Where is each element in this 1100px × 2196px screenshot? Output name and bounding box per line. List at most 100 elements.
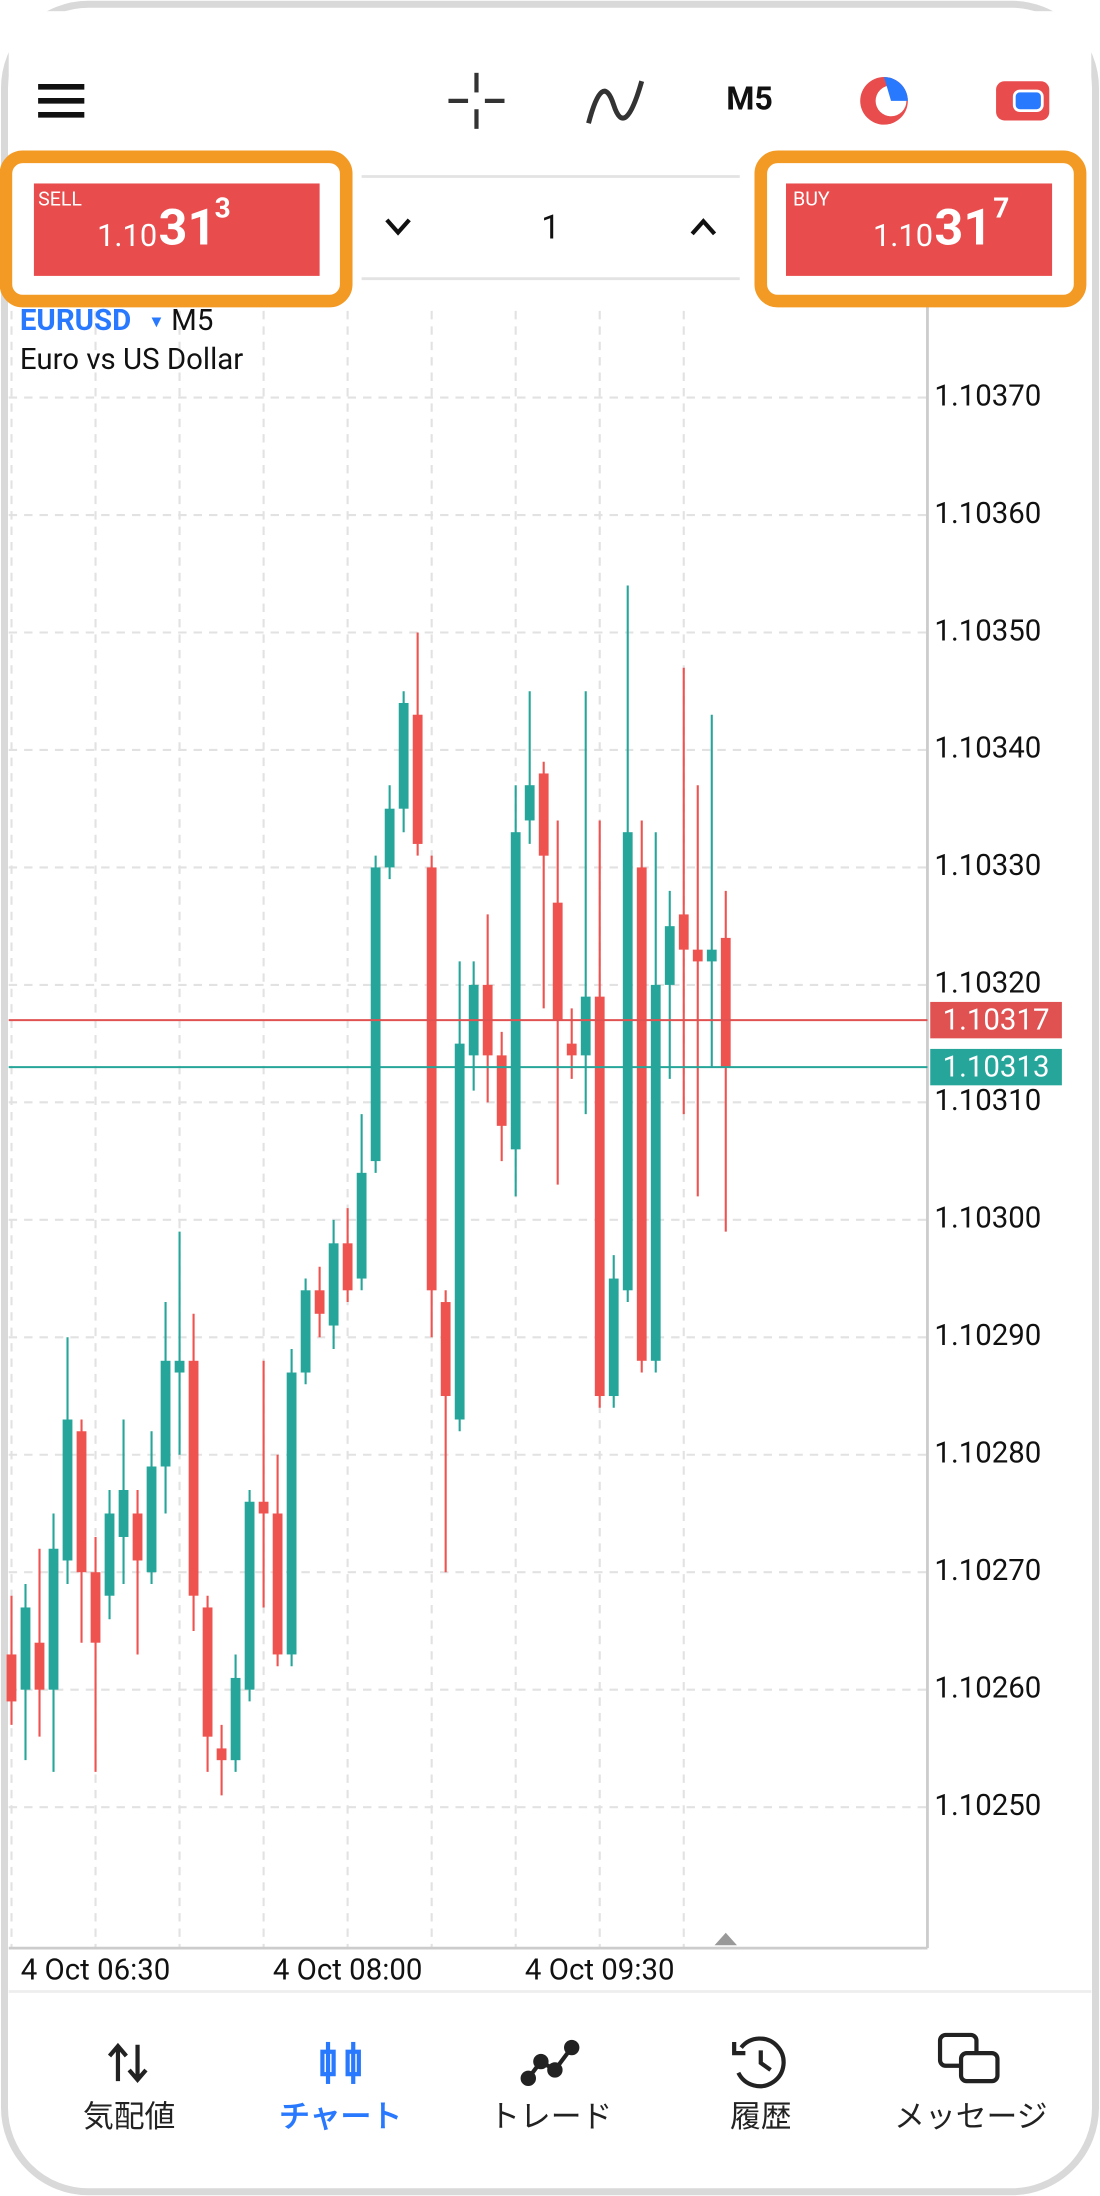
timeframe-button[interactable]: M5	[726, 79, 773, 117]
x-tick-label: 4 Oct 08:00	[273, 1954, 423, 1988]
y-tick-label: 1.10250	[934, 1789, 1041, 1823]
candle-body	[146, 1466, 157, 1573]
y-tick-label: 1.10330	[934, 849, 1041, 883]
sell-button[interactable]: SELL 1.10 31 3	[33, 183, 320, 276]
x-tick-label: 4 Oct 09:30	[525, 1954, 675, 1988]
y-tick-label: 1.10340	[934, 732, 1041, 766]
y-tick-label: 1.10300	[934, 1202, 1041, 1236]
candle-body	[76, 1431, 87, 1573]
candle-body	[174, 1360, 185, 1373]
nav-label[interactable]: チャート	[279, 2098, 402, 2135]
x-tick-label: 4 Oct 06:30	[21, 1954, 171, 1988]
candle-body	[440, 1302, 451, 1397]
price-tag-label: 1.10317	[943, 1003, 1050, 1037]
candle-body	[342, 1243, 353, 1291]
candle-body	[496, 1055, 507, 1126]
y-tick-label: 1.10280	[934, 1437, 1041, 1471]
candle-body	[426, 867, 437, 1291]
y-tick-label: 1.10290	[934, 1319, 1041, 1353]
candle-body	[118, 1489, 129, 1537]
buy-price-major: 1.10	[873, 217, 933, 254]
indicators-button[interactable]	[586, 80, 645, 124]
candle-body	[664, 926, 675, 985]
candle-body	[692, 949, 703, 962]
y-tick-label: 1.10310	[934, 1084, 1041, 1118]
trade-button[interactable]	[996, 81, 1050, 121]
candle-body	[650, 984, 661, 1361]
candle-body	[622, 832, 633, 1291]
candle-body	[538, 773, 549, 856]
candle-body	[6, 1654, 17, 1702]
candle-body	[90, 1572, 101, 1643]
candle-body	[202, 1607, 213, 1737]
sell-price-pips: 31	[159, 198, 217, 257]
nav-label[interactable]: 履歴	[730, 2098, 792, 2135]
candle-body	[328, 1243, 339, 1326]
candle-body	[216, 1748, 227, 1761]
nav-icon	[320, 2041, 361, 2084]
volume-up[interactable]	[690, 218, 717, 236]
candle-body	[188, 1360, 199, 1596]
candle-body	[566, 1043, 577, 1056]
candle-body	[286, 1372, 297, 1655]
candle-body	[608, 1278, 619, 1397]
candle-body	[132, 1513, 143, 1561]
nav-icon	[732, 2036, 786, 2089]
nav-icon	[937, 2032, 1000, 2084]
y-tick-label: 1.10260	[934, 1671, 1041, 1705]
candle-body	[412, 714, 423, 844]
candle-body	[384, 808, 395, 868]
symbol-description: Euro vs US Dollar	[20, 343, 243, 377]
candle-body	[300, 1290, 311, 1373]
sell-price-fraction: 3	[215, 191, 231, 224]
price-tag	[930, 1001, 1062, 1039]
nav-label[interactable]: トレード	[489, 2098, 612, 2135]
candle-body	[314, 1290, 325, 1314]
symbol-timeframe: M5	[171, 304, 213, 338]
candle-body	[524, 785, 535, 821]
y-tick-label: 1.10350	[934, 614, 1041, 648]
candle-body	[20, 1607, 31, 1690]
buy-price-pips: 31	[934, 198, 992, 257]
candle-body	[580, 996, 591, 1056]
candle-body	[272, 1513, 283, 1655]
candle-body	[552, 902, 563, 1021]
y-tick-label: 1.10270	[934, 1554, 1041, 1588]
candle-body	[720, 937, 731, 1068]
candle-body	[48, 1548, 59, 1690]
candle-body	[706, 949, 717, 962]
candle-body	[34, 1642, 45, 1690]
highlight-box	[0, 150, 353, 308]
volume-value[interactable]: 1	[541, 209, 560, 248]
candle-body	[398, 702, 409, 809]
candle-body	[230, 1677, 241, 1761]
chart-area: 1.10250 1.10260 1.10270 1.10280 1.10290 1.103…	[6, 280, 1062, 1988]
candle-body	[244, 1501, 255, 1690]
scroll-marker	[714, 1932, 737, 1946]
clock-button[interactable]	[860, 77, 908, 125]
candle-body	[510, 832, 521, 1150]
buy-price-fraction: 7	[993, 191, 1009, 224]
nav-label[interactable]: メッセージ	[894, 2098, 1047, 2135]
crosshair-button[interactable]	[448, 72, 505, 129]
candle-body	[370, 867, 381, 1162]
candle-body	[160, 1360, 171, 1467]
menu-button[interactable]	[38, 84, 85, 118]
symbol: EURUSD	[20, 304, 131, 338]
nav-label[interactable]: 気配値	[83, 2098, 175, 2135]
buy-label: BUY	[793, 187, 830, 210]
candle-body	[454, 1043, 465, 1420]
y-tick-label: 1.10370	[934, 379, 1041, 413]
candle-body	[594, 996, 605, 1397]
nav-icon	[107, 2042, 148, 2083]
volume-down[interactable]	[385, 218, 411, 236]
y-tick-label: 1.10320	[934, 967, 1041, 1001]
nav-icon	[520, 2039, 580, 2087]
candle-body	[62, 1419, 73, 1561]
candle-body	[678, 914, 689, 950]
buy-button[interactable]: BUY 1.10 31 7	[785, 183, 1053, 276]
candle-body	[104, 1513, 115, 1596]
